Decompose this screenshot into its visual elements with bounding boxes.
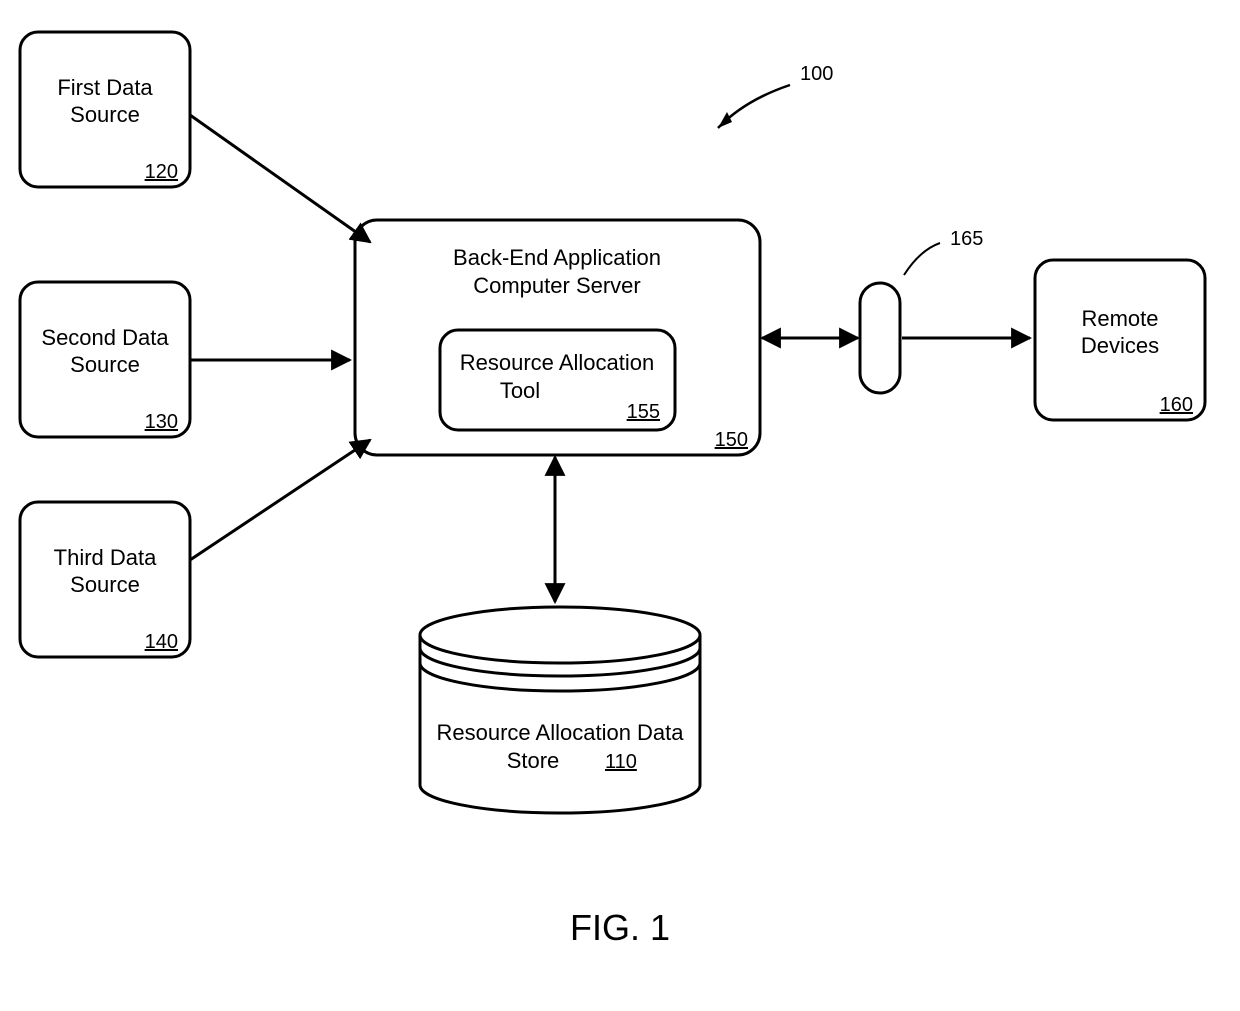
node-third-data-source: Third Data Source 140 xyxy=(20,502,190,657)
node-second-data-source: Second Data Source 130 xyxy=(20,282,190,437)
figure-label: FIG. 1 xyxy=(570,907,670,948)
node-server: Back-End Application Computer Server 150… xyxy=(355,220,760,455)
ref-number: 130 xyxy=(145,411,178,433)
label-line1: Resource Allocation xyxy=(460,350,654,375)
edge-first-to-server xyxy=(190,115,370,242)
system-ref-label: 100 xyxy=(800,63,833,85)
label-line1: Second Data xyxy=(41,325,169,350)
ref-number: 160 xyxy=(1160,394,1193,416)
ref-number: 120 xyxy=(145,161,178,183)
ref-number: 155 xyxy=(627,401,660,423)
label-line2: Devices xyxy=(1081,333,1159,358)
edge-third-to-server xyxy=(190,440,370,560)
node-first-data-source: First Data Source 120 xyxy=(20,32,190,187)
node-resource-allocation-tool: Resource Allocation Tool 155 xyxy=(440,330,675,430)
ref-number: 140 xyxy=(145,631,178,653)
diagram-canvas: First Data Source 120 Second Data Source… xyxy=(0,0,1240,1011)
pointer-arrowhead xyxy=(718,112,732,128)
label-line2: Source xyxy=(70,352,140,377)
label-line1: Resource Allocation Data xyxy=(436,720,684,745)
node-remote-devices: Remote Devices 160 xyxy=(1035,260,1205,420)
label-line1: Remote xyxy=(1081,306,1158,331)
label-line2: Source xyxy=(70,572,140,597)
ref-number: 165 xyxy=(950,228,983,250)
label-line1: Third Data xyxy=(54,545,157,570)
ref-number: 150 xyxy=(715,429,748,451)
label-line2: Computer Server xyxy=(473,273,641,298)
db-top xyxy=(420,607,700,663)
firewall-pointer-curve xyxy=(904,243,940,275)
label-line2: Tool xyxy=(500,378,540,403)
label-line1: First Data xyxy=(57,75,153,100)
ref-number: 110 xyxy=(605,751,637,773)
label-line2: Source xyxy=(70,102,140,127)
system-ref-pointer: 100 xyxy=(718,63,833,128)
label-line2: Store xyxy=(507,748,560,773)
firewall-shape xyxy=(860,283,900,393)
node-firewall: 165 xyxy=(860,228,983,393)
node-data-store: Resource Allocation Data Store 110 xyxy=(420,607,700,813)
label-line1: Back-End Application xyxy=(453,245,661,270)
